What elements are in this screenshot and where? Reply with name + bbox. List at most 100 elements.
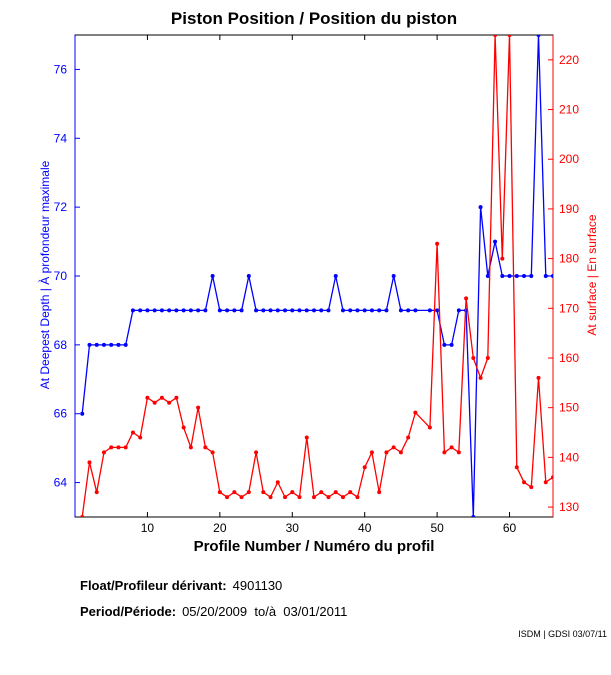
series-line-surface bbox=[81, 35, 553, 517]
x-tick-label: 40 bbox=[358, 521, 372, 535]
data-point-deepest bbox=[283, 308, 288, 313]
series-line-deepest bbox=[81, 35, 553, 517]
data-point-surface bbox=[167, 400, 172, 405]
data-point-surface bbox=[340, 495, 345, 500]
data-point-deepest bbox=[319, 308, 324, 313]
data-point-deepest bbox=[398, 308, 403, 313]
data-point-deepest bbox=[471, 515, 476, 517]
data-point-deepest bbox=[348, 308, 353, 313]
data-point-deepest bbox=[239, 308, 244, 313]
data-point-deepest bbox=[406, 308, 411, 313]
data-point-surface bbox=[507, 35, 512, 37]
y-right-tick-label: 180 bbox=[559, 252, 579, 266]
data-point-surface bbox=[80, 515, 85, 517]
data-point-deepest bbox=[174, 308, 179, 313]
data-point-surface bbox=[174, 395, 179, 400]
data-point-deepest bbox=[80, 411, 85, 416]
data-point-deepest bbox=[217, 308, 222, 313]
data-point-surface bbox=[543, 480, 548, 485]
data-point-deepest bbox=[362, 308, 367, 313]
x-tick-label: 30 bbox=[286, 521, 300, 535]
data-point-surface bbox=[188, 445, 193, 450]
data-point-surface bbox=[319, 490, 324, 495]
data-point-deepest bbox=[478, 205, 483, 210]
data-point-deepest bbox=[254, 308, 259, 313]
data-point-deepest bbox=[340, 308, 345, 313]
data-point-deepest bbox=[333, 274, 338, 278]
data-point-deepest bbox=[522, 274, 527, 278]
data-point-surface bbox=[152, 400, 157, 405]
data-point-surface bbox=[500, 256, 505, 261]
float-value: 4901130 bbox=[232, 578, 283, 593]
data-point-surface bbox=[261, 490, 266, 495]
data-point-deepest bbox=[275, 308, 280, 313]
data-point-surface bbox=[101, 450, 106, 455]
data-point-deepest bbox=[427, 308, 432, 313]
plot-area: 10 20 30 40 50 60 64 66 68 70 72 74 76 130 140 150 160 17… bbox=[54, 34, 579, 535]
data-point-surface bbox=[377, 490, 382, 495]
period-info: Period/Période: 05/20/2009 to/à 03/01/201… bbox=[80, 604, 347, 619]
data-point-deepest bbox=[391, 274, 396, 278]
data-point-deepest bbox=[246, 274, 251, 278]
y-left-tick-label: 66 bbox=[54, 407, 68, 421]
data-point-surface bbox=[529, 485, 534, 490]
data-point-deepest bbox=[442, 342, 447, 347]
data-point-deepest bbox=[232, 308, 237, 313]
data-point-surface bbox=[145, 395, 150, 400]
data-point-deepest bbox=[514, 274, 519, 278]
data-point-deepest bbox=[123, 342, 128, 347]
data-point-deepest bbox=[116, 342, 121, 347]
x-axis-label: Profile Number / Numéro du profil bbox=[194, 538, 435, 555]
data-point-surface bbox=[304, 435, 309, 440]
data-point-surface bbox=[551, 475, 553, 480]
data-point-surface bbox=[283, 495, 288, 500]
data-point-surface bbox=[254, 450, 259, 455]
data-point-surface bbox=[384, 450, 389, 455]
data-point-deepest bbox=[210, 274, 215, 278]
data-point-surface bbox=[275, 480, 280, 485]
data-point-surface bbox=[485, 355, 490, 360]
data-point-deepest bbox=[326, 308, 331, 313]
data-point-surface bbox=[464, 296, 469, 301]
data-point-surface bbox=[406, 435, 411, 440]
data-point-surface bbox=[123, 445, 128, 450]
data-point-surface bbox=[493, 35, 498, 37]
data-point-deepest bbox=[529, 274, 534, 278]
data-point-deepest bbox=[456, 308, 461, 313]
period-label: Period/Période: bbox=[80, 604, 177, 619]
data-point-deepest bbox=[138, 308, 143, 313]
data-point-deepest bbox=[159, 308, 164, 313]
data-point-surface bbox=[290, 490, 295, 495]
data-point-surface bbox=[297, 495, 302, 500]
data-point-deepest bbox=[225, 308, 230, 313]
period-value: 05/20/2009 to/à 03/01/2011 bbox=[182, 604, 348, 619]
data-point-deepest bbox=[167, 308, 172, 313]
y-right-tick-label: 170 bbox=[559, 301, 579, 315]
data-point-deepest bbox=[268, 308, 273, 313]
data-point-surface bbox=[398, 450, 403, 455]
y-axis-left-label: At Deepest Depth | À profondeur maximale bbox=[37, 160, 52, 389]
data-point-surface bbox=[471, 355, 476, 360]
data-point-surface bbox=[536, 375, 541, 380]
y-left-tick-label: 72 bbox=[54, 200, 68, 214]
data-point-surface bbox=[449, 445, 454, 450]
y-right-tick-label: 220 bbox=[559, 53, 579, 67]
data-point-deepest bbox=[355, 308, 360, 313]
data-point-deepest bbox=[94, 342, 99, 347]
data-point-deepest bbox=[145, 308, 150, 313]
data-point-surface bbox=[116, 445, 121, 450]
data-point-deepest bbox=[290, 308, 295, 313]
y-right-tick-label: 190 bbox=[559, 202, 579, 216]
y-left-tick-label: 68 bbox=[54, 338, 68, 352]
data-point-surface bbox=[369, 450, 374, 455]
data-point-deepest bbox=[152, 308, 157, 313]
data-point-surface bbox=[442, 450, 447, 455]
data-point-deepest bbox=[536, 35, 541, 37]
data-point-surface bbox=[391, 445, 396, 450]
data-point-deepest bbox=[507, 274, 512, 278]
data-point-surface bbox=[413, 410, 418, 415]
data-point-deepest bbox=[188, 308, 193, 313]
data-point-deepest bbox=[377, 308, 382, 313]
data-point-surface bbox=[478, 375, 483, 380]
